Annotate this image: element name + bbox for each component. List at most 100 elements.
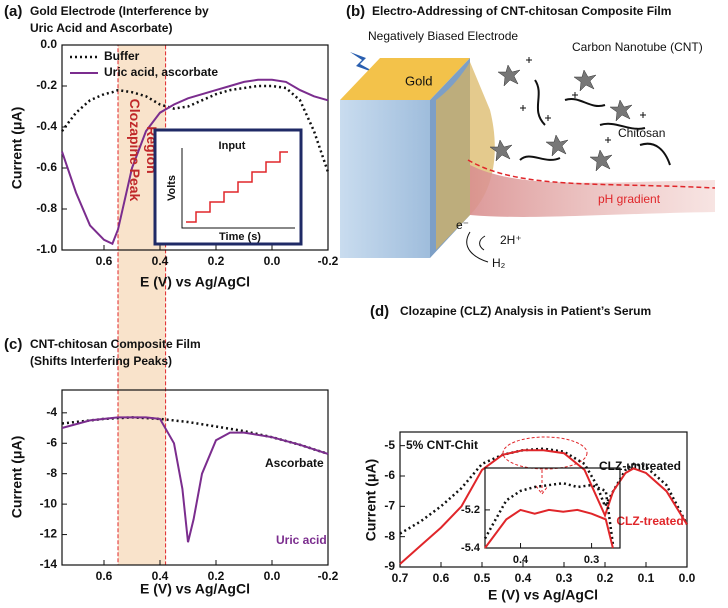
x-tick-label: 0.4: [152, 569, 169, 583]
region-annotation: Clozapine Peak: [127, 99, 143, 202]
x-tick-label: 0.4: [152, 254, 169, 268]
diagram-title: Electro-Addressing of CNT-chitosan Compo…: [372, 4, 671, 18]
x-tick-label: -0.2: [318, 254, 339, 268]
input-staircase: [186, 151, 288, 223]
series-label: Uric acid: [276, 533, 327, 547]
zoom-arrow: [535, 470, 549, 495]
x-tick-label: 0.3: [556, 571, 573, 585]
y-tick-label: -6: [46, 435, 57, 449]
chart: 0.6 0.4 0.2 0.0 -0.2 0.0 -0.2 -0.4 -0.6 -0.8 -1.0 B…: [4, 3, 339, 290]
chart: 0.4 0.3 -5.2 -5.4: [461, 467, 621, 566]
panel-label: (d): [370, 303, 389, 320]
legend-label: Buffer: [104, 49, 140, 63]
y-tick-label: -5.2: [461, 504, 480, 516]
x-tick-label: 0.7: [392, 571, 409, 585]
y-axis-label: Current (μA): [363, 459, 379, 541]
axes-box: [484, 467, 621, 549]
x-tick-label: 0.0: [264, 254, 281, 268]
y-axis-label: Current (μA): [9, 436, 25, 518]
y-tick-label: -12: [40, 527, 58, 541]
cnt-label: Carbon Nanotube (CNT): [572, 40, 703, 54]
x-tick-label: 0.2: [208, 254, 225, 268]
x-axis-label: E (V) vs Ag/AgCl: [140, 274, 250, 290]
gold-label: Gold: [405, 73, 432, 88]
panel-label: (a): [4, 3, 22, 20]
y-tick-label: 0.0: [40, 37, 57, 51]
y-tick-label: -8: [384, 529, 395, 543]
chart-title: Gold Electrode (Interference by: [30, 4, 209, 18]
series-line: [483, 481, 615, 545]
series-line: [61, 78, 329, 246]
electrode-label: Negatively Biased Electrode: [368, 29, 518, 43]
charges: [520, 57, 646, 143]
gradient-line: [467, 159, 716, 189]
x-tick-label: 0.4: [513, 554, 529, 566]
electrode-front: [340, 100, 430, 258]
x-axis-label: E (V) vs Ag/AgCl: [488, 587, 598, 603]
y-tick-label: -10: [40, 496, 58, 510]
y-tick-label: -5: [384, 438, 395, 452]
chart-title: Uric Acid and Ascorbate): [30, 21, 172, 35]
x-tick-label: 0.5: [474, 571, 491, 585]
inset-y-label: Volts: [166, 175, 178, 201]
inset-axes: [181, 148, 295, 229]
x-tick-label: 0.1: [638, 571, 655, 585]
x-tick-label: 0.2: [208, 569, 225, 583]
y-tick-label: -0.2: [36, 78, 57, 92]
chart-title: (Shifts Interfering Peaks): [30, 354, 172, 368]
chart-title: CNT-chitosan Composite Film: [30, 337, 201, 351]
inset-title: Input: [219, 140, 246, 152]
y-axis-label: Current (μA): [9, 107, 25, 189]
input-inset: Input Volts Time (s): [153, 128, 303, 246]
film: [436, 62, 495, 250]
axes-box: [399, 431, 688, 568]
x-tick-label: 0.6: [96, 254, 113, 268]
diagram: (b) Electro-Addressing of CNT-chitosan C…: [340, 3, 716, 270]
reaction-arrow: [466, 231, 489, 263]
y-tick-label: -14: [40, 557, 58, 571]
series-line: [484, 508, 614, 549]
series-line: [61, 416, 329, 543]
ph-gradient: [470, 165, 715, 217]
x-tick-label: 0.6: [433, 571, 450, 585]
axes-box: [61, 389, 329, 566]
y-tick-label: -9: [384, 559, 395, 573]
gold-face: [340, 58, 470, 100]
x-tick-label: 0.4: [515, 571, 532, 585]
y-tick-label: -6: [384, 468, 395, 482]
x-tick-label: 0.0: [264, 569, 281, 583]
x-tick-label: -0.2: [318, 569, 339, 583]
y-tick-label: -0.8: [36, 201, 57, 215]
series-line: [61, 416, 329, 456]
y-tick-label: -7: [384, 498, 395, 512]
y-tick-label: -4: [46, 405, 57, 419]
y-tick-label: -1.0: [36, 242, 57, 256]
highlight-ellipse: [502, 436, 588, 470]
axes-box: [61, 44, 329, 251]
x-tick-label: 0.6: [96, 569, 113, 583]
x-axis-label: E (V) vs Ag/AgCl: [140, 581, 250, 597]
inset-x-label: Time (s): [219, 231, 261, 243]
series-line: [61, 84, 330, 173]
gradient-label: pH gradient: [598, 192, 661, 206]
chitosan-label: Chitosan: [618, 126, 665, 140]
inset-box: [153, 128, 303, 246]
panel-label: (c): [4, 336, 22, 353]
x-tick-label: 0.0: [679, 571, 696, 585]
cnts: [489, 64, 633, 172]
y-tick-label: -8: [46, 466, 57, 480]
hydrogen-label: H₂: [492, 256, 506, 270]
series-label: Ascorbate: [265, 456, 324, 470]
proton-label: 2H⁺: [500, 233, 522, 247]
chart: 0.6 0.4 0.2 0.0 -0.2 -4 -6 -8 -10 -12 -14 Ascorbate…: [4, 336, 339, 597]
chart: 0.7 0.6 0.5 0.4 0.3 0.2 0.1 0.0-5-6-7-8-9CLZ-un…: [363, 303, 696, 603]
y-tick-label: -5.4: [461, 542, 481, 554]
series-line: [399, 447, 689, 535]
x-tick-label: 0.3: [584, 554, 599, 566]
x-tick-label: 0.2: [597, 571, 614, 585]
chitosan-chains: [519, 79, 671, 166]
electron-label: e⁻: [456, 218, 469, 232]
series-label: CLZ-treated: [616, 514, 683, 528]
